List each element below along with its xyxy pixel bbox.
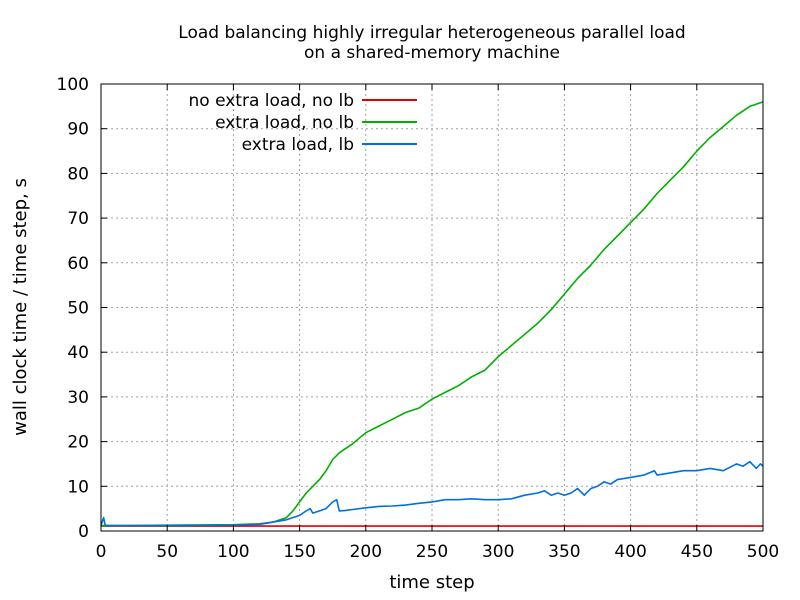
x-tick-label: 300 (482, 542, 514, 562)
legend-label: no extra load, no lb (188, 91, 354, 111)
x-axis-title: time step (389, 572, 474, 593)
x-tick-label: 100 (217, 542, 249, 562)
x-tick-label: 350 (548, 542, 580, 562)
y-tick-label: 80 (67, 164, 89, 184)
x-tick-label: 0 (96, 542, 107, 562)
legend-label: extra load, no lb (215, 113, 354, 133)
y-tick-label: 90 (67, 120, 89, 140)
y-tick-label: 20 (67, 433, 89, 453)
axis-ticks: 0 50 100 150 200 250 300 350 400 450 500 0 10 20 30 40 5… (57, 75, 780, 562)
x-tick-label: 150 (283, 542, 315, 562)
x-tick-label: 500 (747, 542, 779, 562)
y-tick-label: 100 (57, 75, 89, 95)
y-tick-label: 50 (67, 299, 89, 319)
x-tick-label: 250 (416, 542, 448, 562)
y-tick-label: 0 (78, 522, 89, 542)
legend-label: extra load, lb (242, 135, 354, 155)
x-tick-label: 50 (156, 542, 178, 562)
y-tick-label: 40 (67, 343, 89, 363)
y-tick-label: 60 (67, 254, 89, 274)
chart-title: Load balancing highly irregular heteroge… (178, 23, 685, 43)
y-tick-label: 10 (67, 477, 89, 497)
chart-subtitle: on a shared-memory machine (304, 43, 560, 63)
grid (101, 84, 763, 531)
y-tick-label: 70 (67, 209, 89, 229)
x-tick-label: 450 (681, 542, 713, 562)
x-tick-label: 200 (350, 542, 382, 562)
y-tick-label: 30 (67, 388, 89, 408)
y-axis-title: wall clock time / time step, s (10, 178, 31, 436)
x-tick-label: 400 (614, 542, 646, 562)
series-line-extra-load-no-lb (101, 101, 764, 527)
series-line-extra-load-lb (100, 460, 764, 527)
